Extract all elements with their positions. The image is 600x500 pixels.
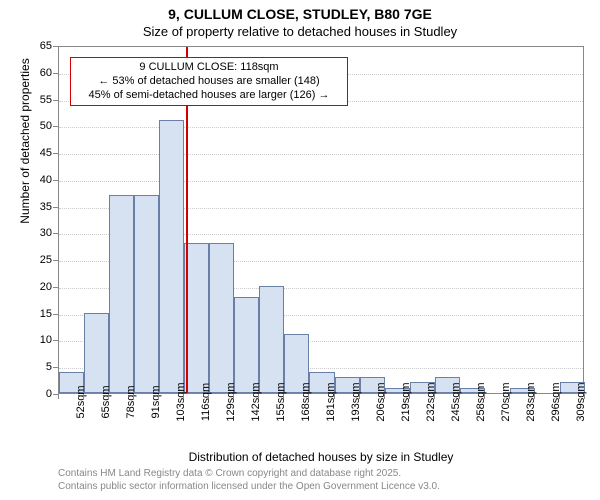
y-tick-mark	[53, 126, 58, 127]
histogram-bar	[209, 243, 234, 393]
x-tick-mark	[133, 394, 134, 399]
x-tick-label: 91sqm	[150, 385, 162, 418]
y-tick-mark	[53, 207, 58, 208]
y-tick-mark	[53, 46, 58, 47]
histogram-bar	[109, 195, 134, 393]
histogram-bar	[159, 120, 184, 393]
y-tick-mark	[53, 314, 58, 315]
x-tick-label: 296sqm	[550, 382, 562, 421]
x-tick-mark	[409, 394, 410, 399]
x-tick-mark	[459, 394, 460, 399]
x-axis-title: Distribution of detached houses by size …	[58, 450, 584, 464]
y-tick-label: 15	[28, 308, 52, 320]
y-tick-label: 60	[28, 67, 52, 79]
x-tick-label: 245sqm	[450, 382, 462, 421]
x-tick-mark	[308, 394, 309, 399]
y-tick-mark	[53, 233, 58, 234]
y-tick-mark	[53, 100, 58, 101]
chart-container: 9, CULLUM CLOSE, STUDLEY, B80 7GE Size o…	[0, 0, 600, 500]
x-tick-mark	[233, 394, 234, 399]
callout-line: 9 CULLUM CLOSE: 118sqm	[77, 61, 341, 75]
y-tick-mark	[53, 73, 58, 74]
y-tick-label: 35	[28, 201, 52, 213]
chart-title-line2: Size of property relative to detached ho…	[0, 24, 600, 39]
grid-line	[59, 181, 583, 182]
y-tick-label: 45	[28, 147, 52, 159]
y-tick-mark	[53, 180, 58, 181]
x-tick-mark	[334, 394, 335, 399]
x-tick-label: 155sqm	[275, 382, 287, 421]
histogram-bar	[84, 313, 109, 393]
x-tick-label: 168sqm	[300, 382, 312, 421]
x-tick-label: 65sqm	[100, 385, 112, 418]
y-tick-label: 50	[28, 120, 52, 132]
callout-line: ← 53% of detached houses are smaller (14…	[77, 75, 341, 89]
callout-line: 45% of semi-detached houses are larger (…	[77, 89, 341, 103]
x-tick-label: 206sqm	[375, 382, 387, 421]
y-tick-label: 10	[28, 334, 52, 346]
y-tick-label: 5	[28, 361, 52, 373]
grid-line	[59, 154, 583, 155]
x-tick-label: 103sqm	[175, 382, 187, 421]
x-tick-mark	[283, 394, 284, 399]
x-tick-label: 129sqm	[225, 382, 237, 421]
y-tick-mark	[53, 367, 58, 368]
y-tick-label: 40	[28, 174, 52, 186]
y-tick-label: 65	[28, 40, 52, 52]
y-tick-label: 20	[28, 281, 52, 293]
y-tick-label: 55	[28, 94, 52, 106]
chart-title-line1: 9, CULLUM CLOSE, STUDLEY, B80 7GE	[0, 6, 600, 22]
histogram-bar	[259, 286, 284, 393]
x-tick-label: 309sqm	[575, 382, 587, 421]
x-tick-label: 258sqm	[475, 382, 487, 421]
x-tick-mark	[534, 394, 535, 399]
x-tick-mark	[484, 394, 485, 399]
x-tick-mark	[58, 394, 59, 399]
x-tick-label: 219sqm	[400, 382, 412, 421]
x-tick-label: 283sqm	[525, 382, 537, 421]
x-tick-mark	[384, 394, 385, 399]
x-tick-mark	[434, 394, 435, 399]
x-tick-label: 116sqm	[200, 383, 212, 421]
x-tick-mark	[83, 394, 84, 399]
histogram-bar	[234, 297, 259, 393]
x-tick-mark	[584, 394, 585, 399]
y-tick-mark	[53, 340, 58, 341]
y-tick-label: 30	[28, 227, 52, 239]
x-tick-mark	[509, 394, 510, 399]
x-tick-label: 232sqm	[425, 382, 437, 421]
grid-line	[59, 127, 583, 128]
x-tick-label: 52sqm	[75, 385, 87, 418]
footer-line2: Contains public sector information licen…	[58, 481, 440, 492]
y-tick-mark	[53, 153, 58, 154]
callout-box: 9 CULLUM CLOSE: 118sqm← 53% of detached …	[70, 57, 348, 106]
x-tick-label: 270sqm	[500, 382, 512, 421]
x-tick-mark	[208, 394, 209, 399]
x-tick-mark	[359, 394, 360, 399]
x-tick-label: 78sqm	[125, 385, 137, 418]
y-tick-mark	[53, 260, 58, 261]
y-tick-label: 0	[28, 388, 52, 400]
x-tick-label: 181sqm	[325, 382, 337, 421]
x-tick-mark	[559, 394, 560, 399]
x-tick-mark	[108, 394, 109, 399]
y-tick-label: 25	[28, 254, 52, 266]
x-tick-label: 193sqm	[350, 382, 362, 421]
histogram-bar	[134, 195, 159, 393]
x-tick-mark	[183, 394, 184, 399]
x-tick-mark	[258, 394, 259, 399]
x-tick-mark	[158, 394, 159, 399]
y-tick-mark	[53, 287, 58, 288]
x-tick-label: 142sqm	[250, 382, 262, 421]
footer-line1: Contains HM Land Registry data © Crown c…	[58, 468, 401, 479]
